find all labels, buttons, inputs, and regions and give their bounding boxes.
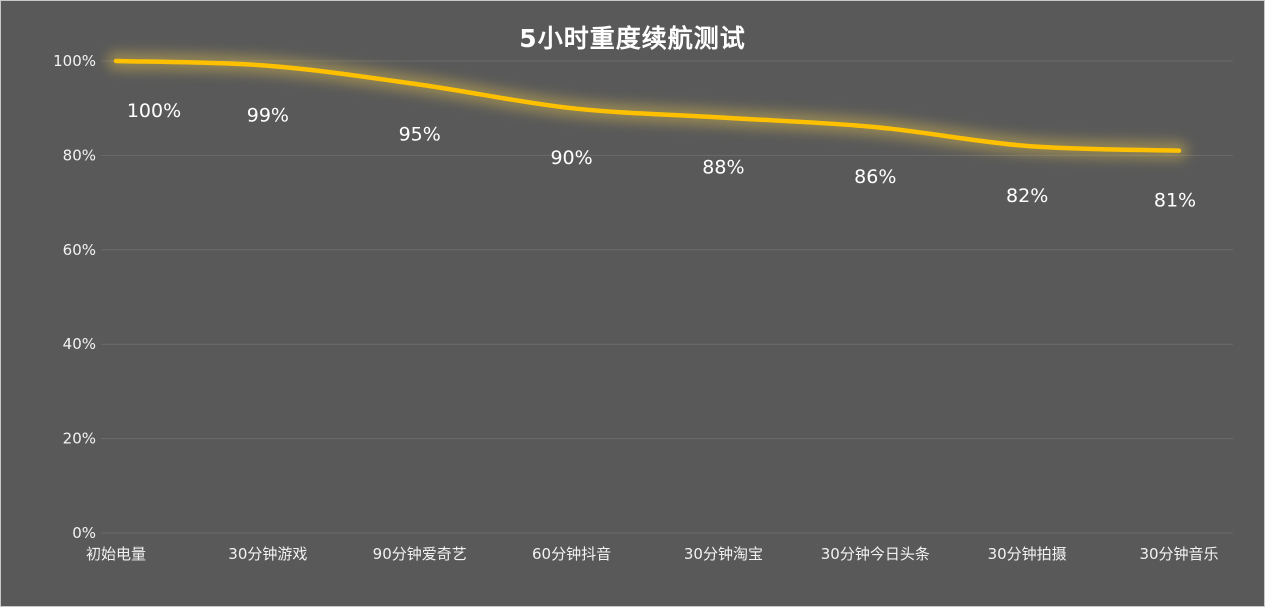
data-point-label: 100% xyxy=(127,100,181,122)
data-point-label: 82% xyxy=(1006,185,1048,207)
data-point-label: 95% xyxy=(399,124,441,146)
x-axis-category-label: 30分钟淘宝 xyxy=(684,545,763,563)
chart-title: 5小时重度续航测试 xyxy=(519,24,746,53)
x-axis-category-label: 初始电量 xyxy=(86,545,146,563)
x-axis-category-label: 60分钟抖音 xyxy=(532,545,611,563)
y-axis-tick-label: 80% xyxy=(63,146,96,164)
x-axis-category-label: 30分钟游戏 xyxy=(228,545,307,563)
data-point-label: 88% xyxy=(702,157,744,179)
battery-line xyxy=(113,58,1182,153)
y-axis-tick-label: 20% xyxy=(63,430,96,448)
x-axis-category-label: 30分钟今日头条 xyxy=(821,545,930,563)
x-axis-category-label: 30分钟拍摄 xyxy=(988,545,1067,563)
data-point-label: 81% xyxy=(1154,190,1196,212)
y-axis-tick-label: 0% xyxy=(72,524,96,542)
data-point-label: 90% xyxy=(550,147,592,169)
x-axis-category-label: 90分钟爱奇艺 xyxy=(373,545,467,563)
x-axis-category-label: 30分钟音乐 xyxy=(1139,545,1218,563)
y-axis-tick-label: 40% xyxy=(63,335,96,353)
y-axis-tick-label: 100% xyxy=(53,52,96,70)
data-point-label: 99% xyxy=(247,105,289,127)
y-axis-tick-label: 60% xyxy=(63,241,96,259)
data-point-label: 86% xyxy=(854,166,896,188)
